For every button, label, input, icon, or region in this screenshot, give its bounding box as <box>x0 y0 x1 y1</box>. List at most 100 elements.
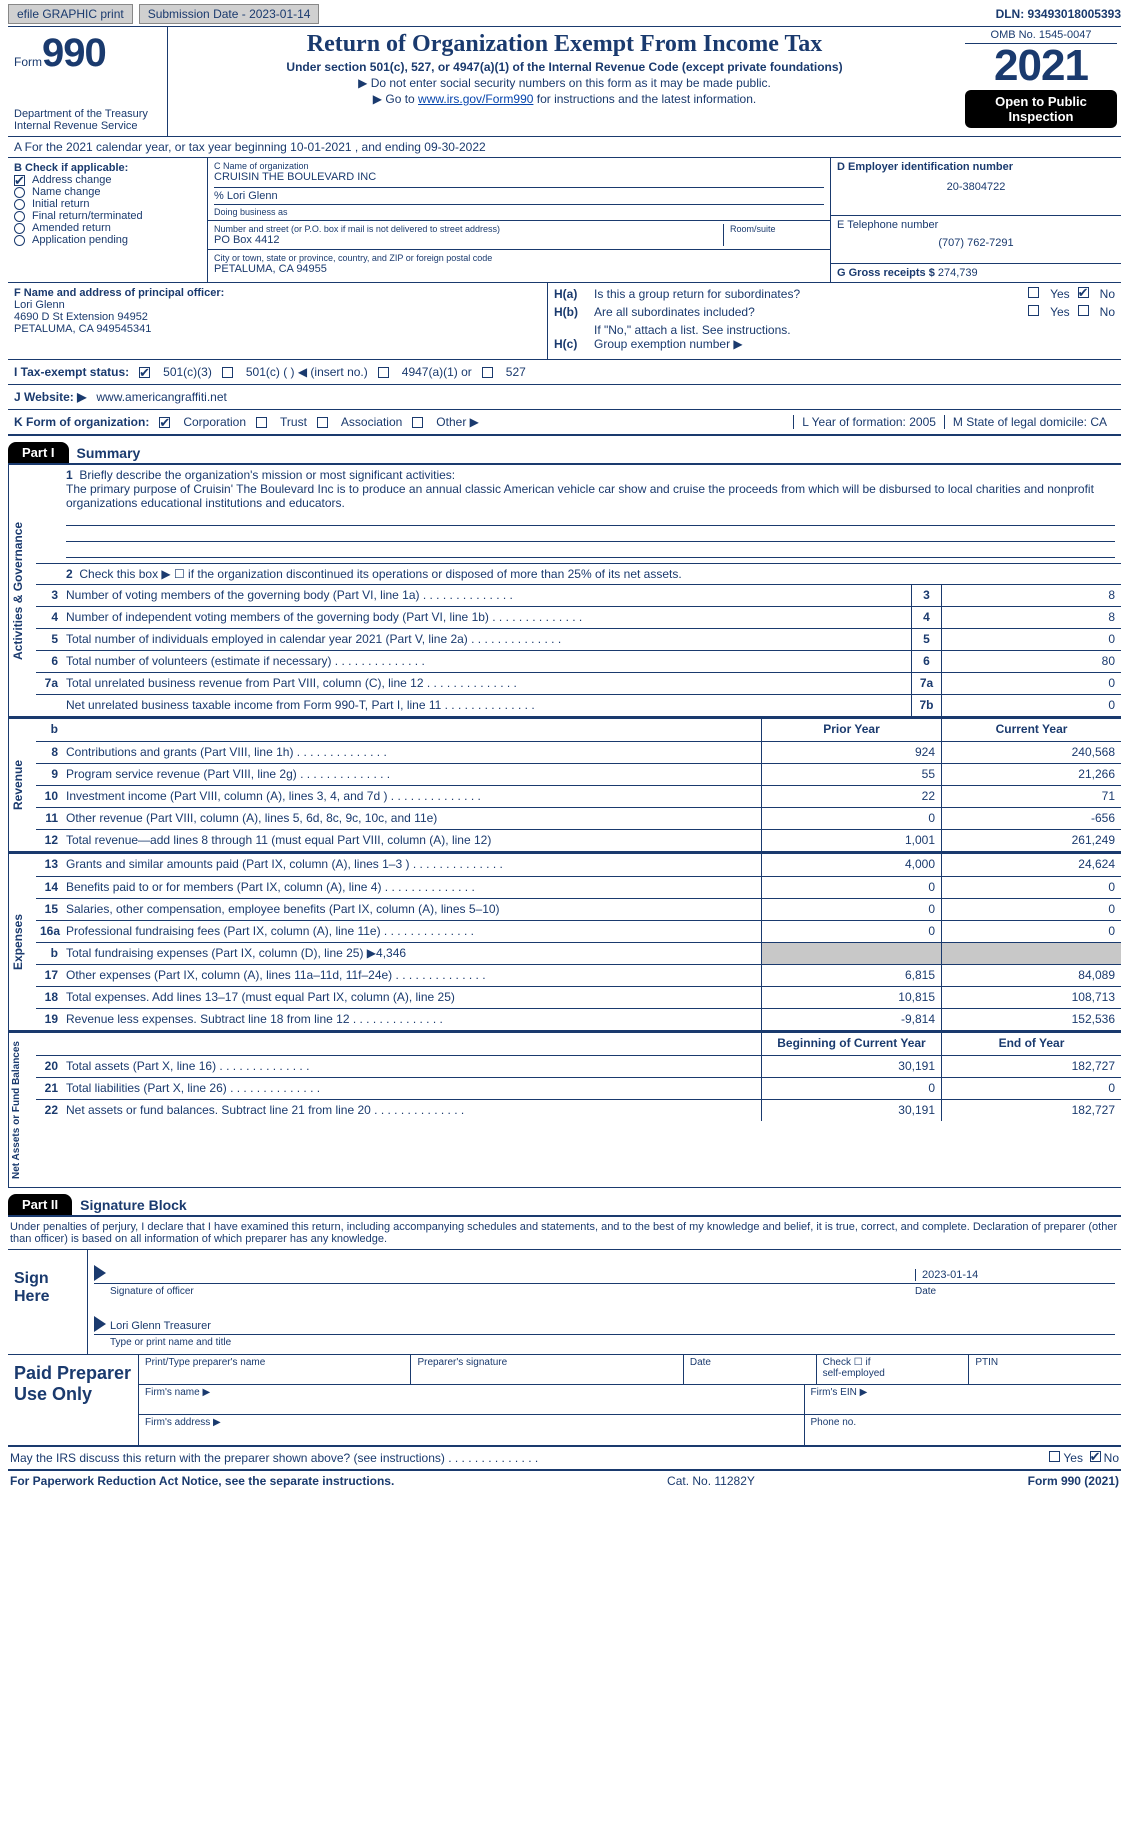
sign-here-label: Sign Here <box>8 1250 88 1354</box>
line-9-prior: 55 <box>761 764 941 785</box>
phone-cell: E Telephone number (707) 762-7291 <box>831 216 1121 264</box>
line-9-curr: 21,266 <box>941 764 1121 785</box>
chk-other[interactable] <box>412 417 423 428</box>
line-3-val: 8 <box>941 585 1121 606</box>
hc-text: Group exemption number ▶ <box>594 337 1115 351</box>
hb-yes-lbl: Yes <box>1050 305 1070 319</box>
lbl-527: 527 <box>506 365 526 379</box>
ha-question: Is this a group return for subordinates? <box>594 287 1028 301</box>
line-11-curr: -656 <box>941 808 1121 829</box>
lbl-501c: 501(c) ( ) ◀ (insert no.) <box>246 365 368 379</box>
firm-addr-label: Firm's address ▶ <box>139 1415 805 1445</box>
chk-amended-return[interactable] <box>14 223 25 234</box>
chk-address-change[interactable] <box>14 175 25 186</box>
sig-name-title: Lori Glenn Treasurer <box>110 1320 211 1332</box>
line-16b-prior <box>761 943 941 964</box>
phone-label: E Telephone number <box>837 219 1115 231</box>
form-number-cell: Form990 Department of the Treasury Inter… <box>8 27 168 136</box>
year-cell: OMB No. 1545-0047 2021 Open to Public In… <box>961 27 1121 136</box>
mission-text: The primary purpose of Cruisin' The Boul… <box>66 482 1094 510</box>
line-18-desc: Total expenses. Add lines 13–17 (must eq… <box>62 987 761 1008</box>
form-word: Form <box>14 55 42 69</box>
dln-value: DLN: 93493018005393 <box>996 7 1121 21</box>
hdr-prior-year: Prior Year <box>761 719 941 741</box>
firm-name-label: Firm's name ▶ <box>139 1385 805 1414</box>
ein-value: 20-3804722 <box>837 181 1115 193</box>
discuss-yes[interactable] <box>1049 1451 1060 1462</box>
chk-initial-return[interactable] <box>14 199 25 210</box>
hb-label: H(b) <box>554 305 594 319</box>
col-b-title: B Check if applicable: <box>14 162 201 174</box>
line-4-desc: Number of independent voting members of … <box>62 607 911 628</box>
line-6-desc: Total number of volunteers (estimate if … <box>62 651 911 672</box>
lbl-application-pending: Application pending <box>32 234 128 246</box>
paid-preparer-label: Paid Preparer Use Only <box>8 1355 138 1445</box>
part-ii-title: Signature Block <box>80 1197 187 1213</box>
lbl-corporation: Corporation <box>183 415 246 429</box>
org-name-cell: C Name of organization CRUISIN THE BOULE… <box>208 158 830 221</box>
line-22-prior: 30,191 <box>761 1100 941 1121</box>
vtab-activities: Activities & Governance <box>8 465 36 716</box>
chk-association[interactable] <box>317 417 328 428</box>
open-inspection-badge: Open to Public Inspection <box>965 90 1117 128</box>
chk-4947[interactable] <box>378 367 389 378</box>
year-formation: L Year of formation: 2005 <box>793 415 944 429</box>
irs-link[interactable]: www.irs.gov/Form990 <box>418 92 533 106</box>
part-i-tab: Part I <box>8 442 69 463</box>
line-14-prior: 0 <box>761 877 941 898</box>
ha-yes[interactable] <box>1028 287 1039 298</box>
ha-no[interactable] <box>1078 287 1089 298</box>
room-label: Room/suite <box>730 224 824 234</box>
chk-final-return[interactable] <box>14 211 25 222</box>
vtab-net-assets: Net Assets or Fund Balances <box>8 1033 36 1187</box>
hb-yes[interactable] <box>1028 305 1039 316</box>
line-17-curr: 84,089 <box>941 965 1121 986</box>
goto-pre: ▶ Go to <box>373 92 418 106</box>
line-12-desc: Total revenue—add lines 8 through 11 (mu… <box>62 830 761 851</box>
line-16b-curr <box>941 943 1121 964</box>
city-label: City or town, state or province, country… <box>214 253 824 263</box>
chk-527[interactable] <box>482 367 493 378</box>
discuss-no[interactable] <box>1090 1451 1101 1462</box>
efile-print-button[interactable]: efile GRAPHIC print <box>8 4 133 24</box>
chk-501c3[interactable] <box>139 367 150 378</box>
line-19-prior: -9,814 <box>761 1009 941 1030</box>
sig-officer-label: Signature of officer <box>94 1286 915 1297</box>
line-20-curr: 182,727 <box>941 1056 1121 1077</box>
line-13-prior: 4,000 <box>761 854 941 876</box>
form-subtitle: Under section 501(c), 527, or 4947(a)(1)… <box>174 60 955 74</box>
address-cell: Number and street (or P.O. box if mail i… <box>208 221 830 250</box>
chk-application-pending[interactable] <box>14 235 25 246</box>
line-10-prior: 22 <box>761 786 941 807</box>
officer-addr1: 4690 D St Extension 94952 <box>14 311 541 323</box>
dba-label: Doing business as <box>214 204 824 217</box>
hb-no-lbl: No <box>1100 305 1115 319</box>
part-i-title: Summary <box>77 445 141 461</box>
ptin-label: PTIN <box>969 1355 1121 1384</box>
sig-arrow-1-icon <box>94 1265 106 1281</box>
line-21-desc: Total liabilities (Part X, line 26) <box>62 1078 761 1099</box>
row-j-website: J Website: ▶ www.americangraffiti.net <box>8 384 1121 409</box>
hb-note: If "No," attach a list. See instructions… <box>554 323 1115 337</box>
lbl-4947: 4947(a)(1) or <box>402 365 472 379</box>
sig-date-label: Date <box>915 1286 1115 1297</box>
line-16a-desc: Professional fundraising fees (Part IX, … <box>62 921 761 942</box>
perjury-declaration: Under penalties of perjury, I declare th… <box>8 1217 1121 1249</box>
line-11-desc: Other revenue (Part VIII, column (A), li… <box>62 808 761 829</box>
chk-trust[interactable] <box>256 417 267 428</box>
officer-addr2: PETALUMA, CA 949545341 <box>14 323 541 335</box>
line-7a-desc: Total unrelated business revenue from Pa… <box>62 673 911 694</box>
line-19-desc: Revenue less expenses. Subtract line 18 … <box>62 1009 761 1030</box>
line-5-val: 0 <box>941 629 1121 650</box>
gross-receipts-cell: G Gross receipts $ 274,739 <box>831 264 1121 282</box>
chk-501c[interactable] <box>222 367 233 378</box>
cat-number: Cat. No. 11282Y <box>394 1474 1027 1488</box>
chk-corporation[interactable] <box>159 417 170 428</box>
line-8-prior: 924 <box>761 742 941 763</box>
hb-no[interactable] <box>1078 305 1089 316</box>
preparer-sig-label: Preparer's signature <box>411 1355 683 1384</box>
col-b-checkboxes: B Check if applicable: Address change Na… <box>8 158 208 282</box>
line-18-curr: 108,713 <box>941 987 1121 1008</box>
line-9-desc: Program service revenue (Part VIII, line… <box>62 764 761 785</box>
row-a-tax-year: A For the 2021 calendar year, or tax yea… <box>8 136 1121 157</box>
